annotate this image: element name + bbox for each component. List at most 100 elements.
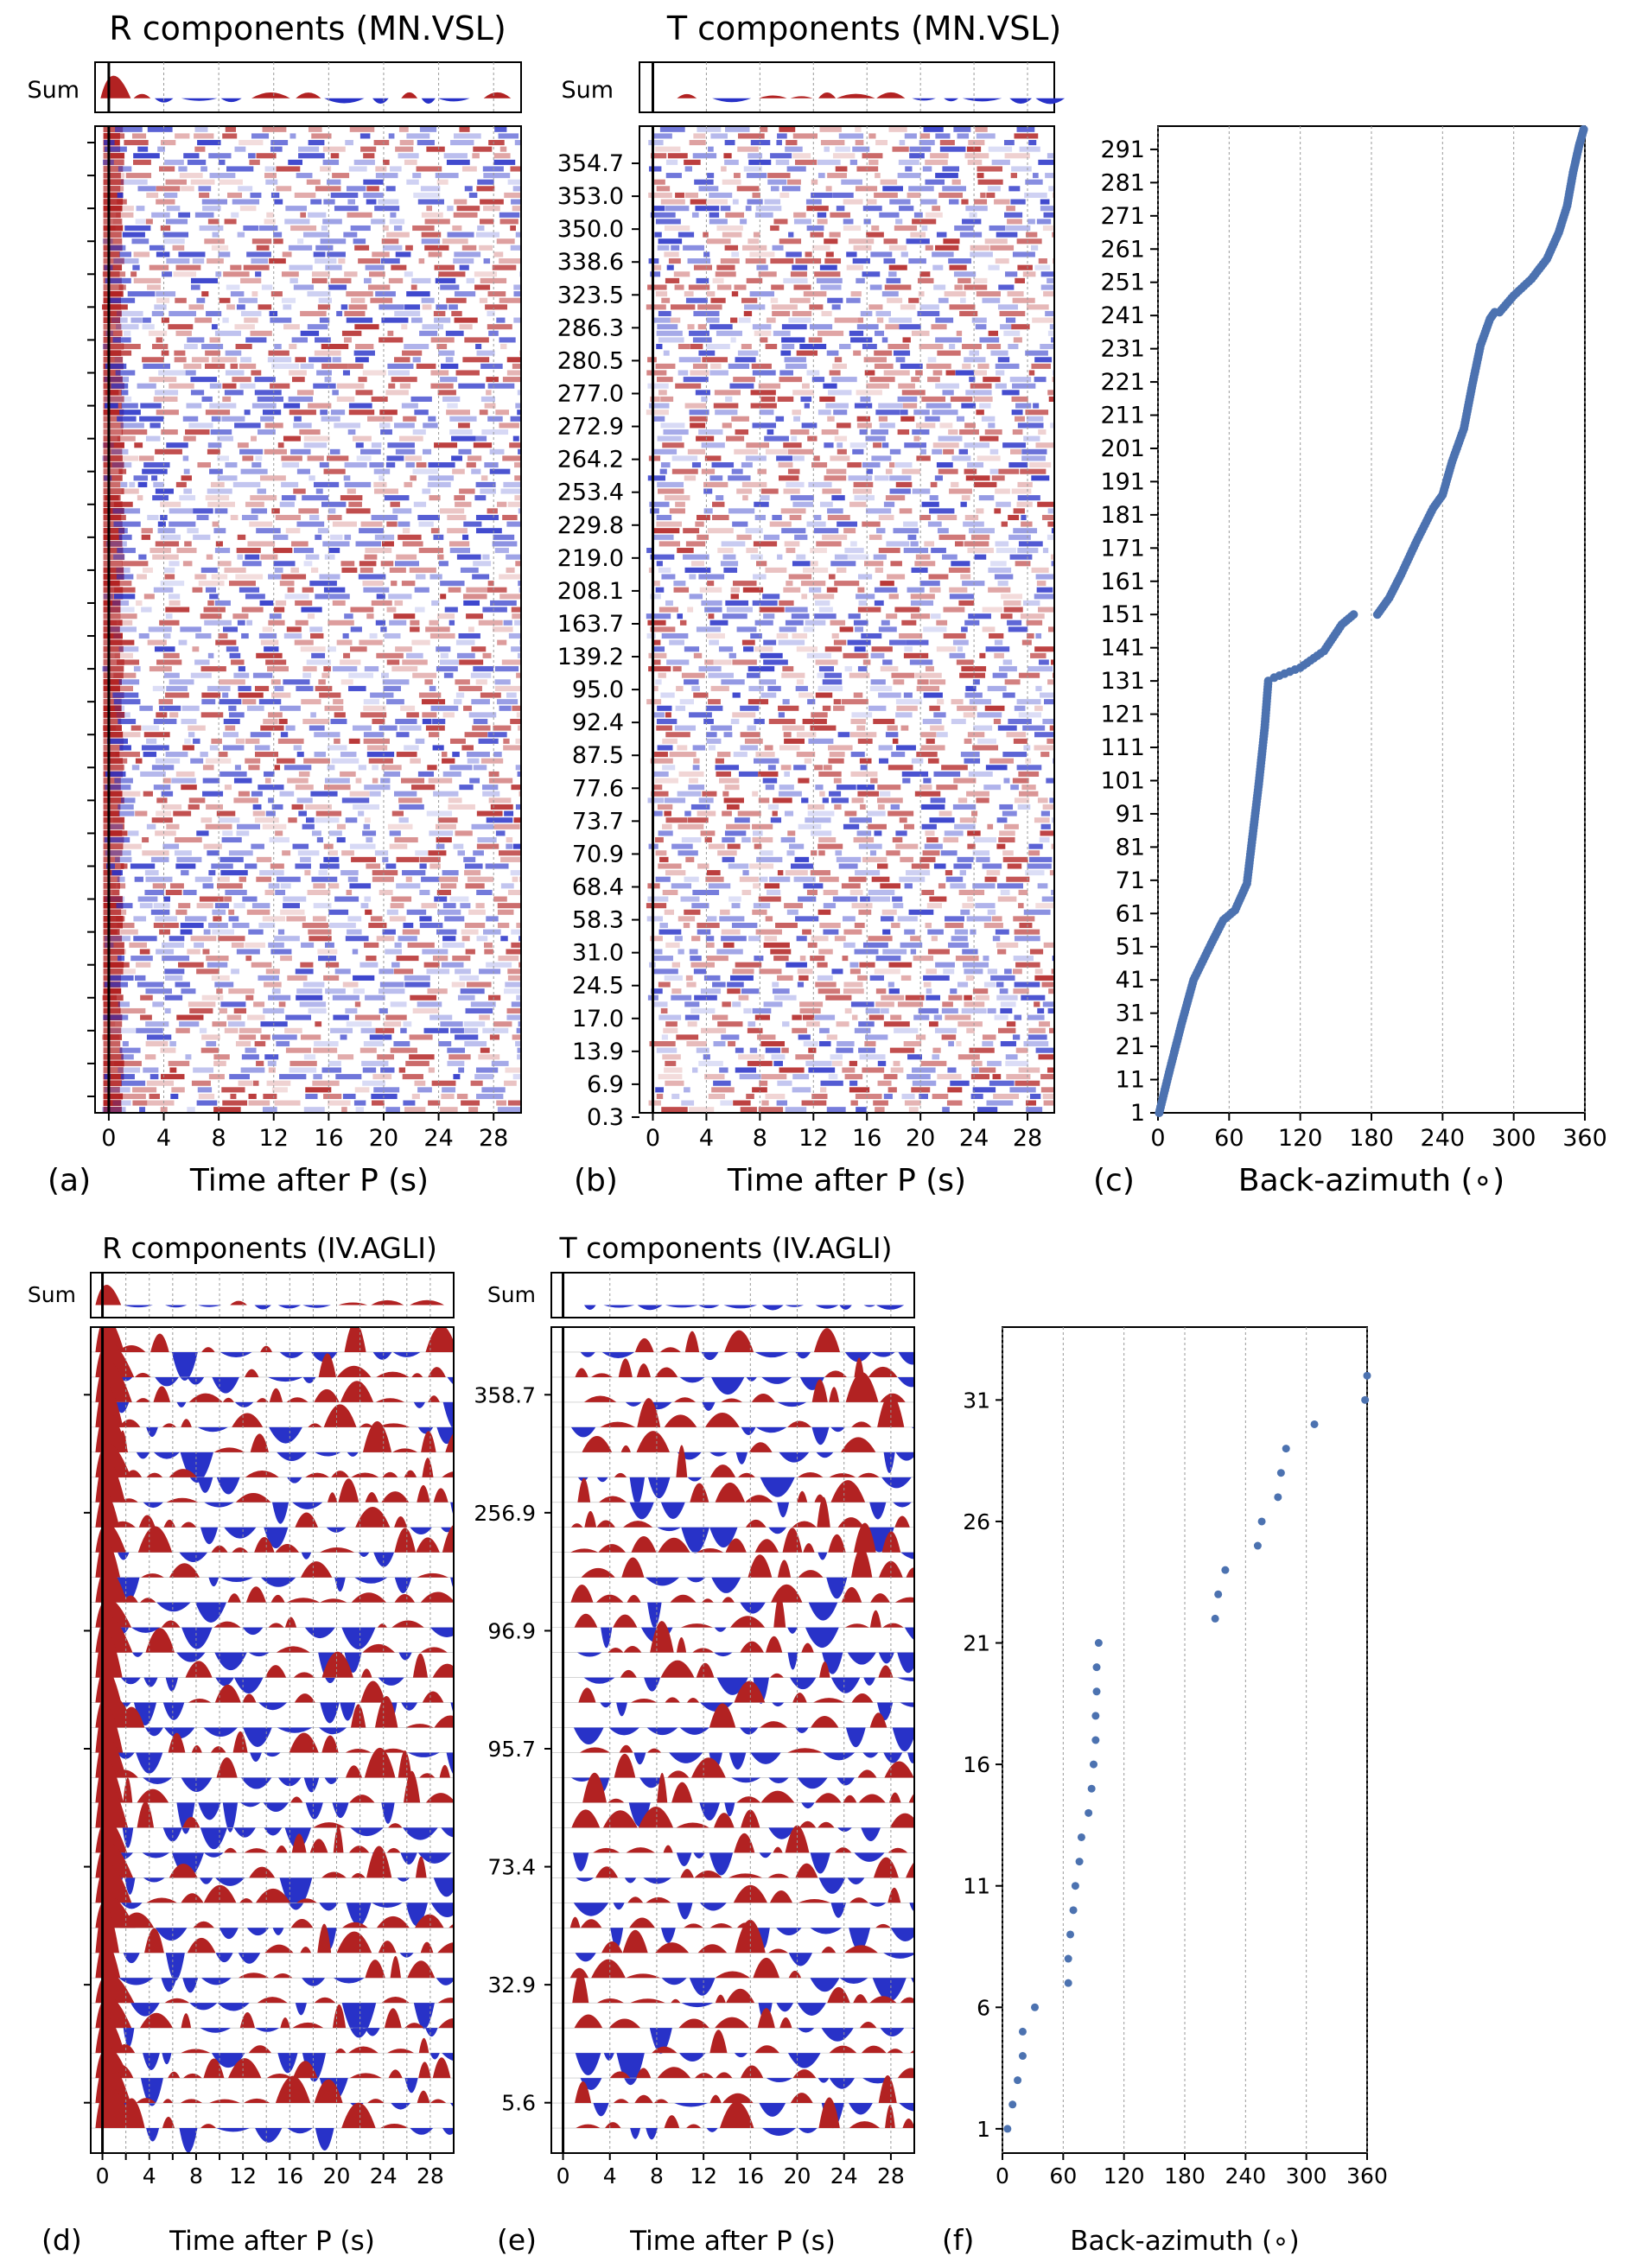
trace-wavelet — [415, 1856, 427, 1878]
trace-wavelet — [270, 291, 283, 297]
trace-wavelet — [660, 1502, 685, 1520]
trace-wavelet — [234, 146, 246, 152]
trace-wavelet — [206, 310, 222, 317]
trace-wavelet — [224, 1027, 239, 1033]
trace-wavelet — [895, 219, 903, 225]
trace-wavelet — [367, 284, 391, 290]
trace-wavelet — [724, 159, 739, 165]
trace-wavelet — [652, 317, 671, 323]
trace-wavelet — [834, 554, 848, 560]
trace-wavelet — [878, 1665, 894, 1678]
trace-wavelet — [950, 396, 973, 402]
trace-wavelet — [268, 712, 283, 718]
trace-wavelet — [333, 1978, 365, 1984]
trace-wavelet — [850, 337, 873, 343]
trace-wavelet — [322, 159, 340, 165]
trace-wavelet — [889, 199, 911, 205]
trace-wavelet — [966, 916, 992, 922]
trace-wavelet — [385, 186, 396, 192]
trace-p-pulse — [103, 949, 124, 955]
trace-wavelet — [449, 619, 455, 626]
trace-wavelet — [447, 1047, 466, 1053]
trace-wavelet — [818, 909, 831, 915]
trace-wavelet — [906, 1567, 914, 1578]
trace-wavelet — [429, 495, 441, 501]
trace-wavelet — [919, 856, 936, 862]
trace-wavelet — [404, 1770, 421, 1803]
trace-p-pulse — [103, 935, 123, 942]
trace-wavelet — [918, 1007, 939, 1014]
trace-wavelet — [300, 856, 311, 862]
trace-wavelet — [686, 1041, 707, 1047]
trace-wavelet — [936, 232, 947, 238]
trace-wavelet — [755, 752, 775, 758]
trace-wavelet — [156, 797, 168, 804]
trace-wavelet — [442, 2053, 454, 2062]
trace-wavelet — [234, 1401, 254, 1407]
trace-wavelet — [362, 1643, 395, 1653]
trace-wavelet — [218, 936, 245, 942]
trace-wavelet — [155, 1376, 179, 1387]
trace-wavelet — [784, 771, 790, 777]
trace-wavelet — [504, 810, 514, 816]
trace-wavelet — [964, 442, 990, 448]
trace-wavelet — [1052, 956, 1054, 962]
trace-wavelet — [143, 363, 170, 369]
trace-wavelet — [181, 785, 197, 791]
trace-wavelet — [314, 1388, 340, 1402]
trace-wavelet — [1053, 672, 1054, 678]
trace-p-pulse — [103, 909, 122, 916]
trace-wavelet — [904, 133, 917, 139]
trace-wavelet — [239, 448, 264, 454]
trace-wavelet — [242, 1693, 257, 1703]
trace-wavelet — [379, 337, 404, 343]
trace-wavelet — [671, 455, 698, 461]
trace-wavelet — [976, 133, 996, 139]
trace-wavelet — [188, 725, 206, 731]
trace-wavelet — [445, 357, 454, 363]
trace-wavelet — [802, 383, 810, 389]
trace-wavelet — [887, 574, 906, 580]
trace-wavelet — [583, 1677, 615, 1684]
trace-wavelet — [441, 1093, 455, 1100]
trace-wavelet — [613, 1614, 638, 1628]
trace-wavelet — [182, 416, 199, 422]
trace-wavelet — [735, 429, 749, 435]
trace-wavelet — [156, 337, 163, 343]
trace-wavelet — [977, 712, 1002, 718]
trace-wavelet — [1018, 1067, 1040, 1073]
trace-wavelet — [315, 1021, 322, 1027]
trace-wavelet — [964, 514, 979, 521]
trace-wavelet — [737, 133, 765, 139]
trace-wavelet — [814, 765, 823, 771]
trace-wavelet — [912, 1067, 936, 1073]
trace-wavelet — [269, 258, 286, 264]
trace-wavelet — [683, 377, 709, 383]
trace-wavelet — [199, 192, 210, 198]
trace-wavelet — [403, 416, 417, 422]
trace-wavelet — [692, 337, 712, 343]
trace-wavelet — [900, 363, 923, 369]
trace-wavelet — [971, 810, 978, 816]
trace-wavelet — [294, 1693, 315, 1703]
trace-wavelet — [878, 745, 893, 751]
trace-wavelet — [446, 159, 470, 165]
trace-wavelet — [925, 416, 940, 422]
trace-wavelet — [1013, 508, 1025, 514]
trace-wavelet — [954, 225, 974, 232]
trace-wavelet — [494, 126, 507, 132]
trace-wavelet — [112, 817, 124, 823]
trace-wavelet — [489, 1034, 499, 1040]
trace-wavelet — [181, 1777, 213, 1792]
trace-wavelet — [811, 1426, 830, 1445]
trace-wavelet — [165, 219, 188, 225]
trace-wavelet — [1027, 1034, 1047, 1040]
trace-wavelet — [880, 883, 900, 889]
trace-wavelet — [222, 1802, 239, 1833]
trace-wavelet — [394, 561, 420, 567]
trace-wavelet — [955, 956, 979, 962]
trace-wavelet — [474, 271, 498, 277]
trace-wavelet — [239, 383, 256, 389]
trace-wavelet — [690, 1483, 709, 1502]
trace-wavelet — [806, 521, 826, 527]
